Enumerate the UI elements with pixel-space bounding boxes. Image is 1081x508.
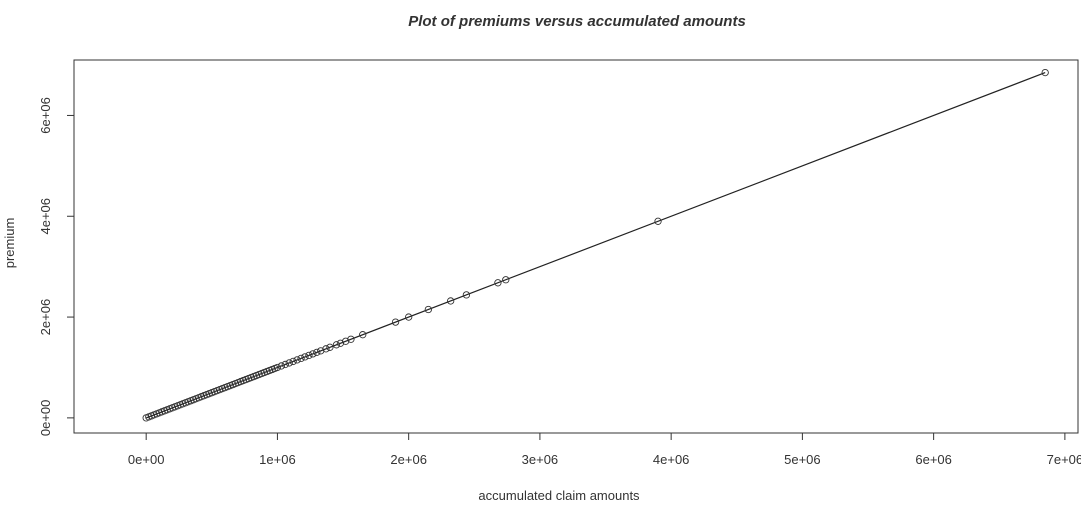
data-point bbox=[301, 353, 309, 361]
data-point bbox=[277, 362, 286, 370]
fitted-line bbox=[145, 72, 1046, 419]
x-tick-label: 7e+06 bbox=[1047, 452, 1081, 467]
fitted-line-layer bbox=[145, 72, 1046, 419]
data-point bbox=[297, 354, 305, 363]
data-point bbox=[494, 279, 502, 287]
y-axis: 0e+00 2e+06 4e+06 6e+06 bbox=[38, 97, 74, 436]
data-point bbox=[289, 357, 297, 366]
x-tick-label: 3e+06 bbox=[522, 452, 559, 467]
data-point bbox=[405, 313, 413, 321]
y-tick-label: 6e+06 bbox=[38, 97, 53, 134]
x-tick-label: 2e+06 bbox=[390, 452, 427, 467]
x-tick-label: 0e+00 bbox=[128, 452, 165, 467]
data-point bbox=[305, 351, 313, 360]
y-tick-label: 2e+06 bbox=[38, 299, 53, 336]
data-points-layer bbox=[142, 68, 1049, 422]
data-point bbox=[347, 335, 355, 343]
data-point bbox=[654, 217, 662, 225]
y-tick-label: 4e+06 bbox=[38, 198, 53, 235]
data-point bbox=[502, 276, 510, 284]
x-axis-label: accumulated claim amounts bbox=[478, 488, 640, 503]
data-point bbox=[391, 318, 400, 326]
x-tick-label: 4e+06 bbox=[653, 452, 690, 467]
x-axis: 0e+00 1e+06 2e+06 3e+06 4e+06 5e+06 6e+06 7e+06 bbox=[128, 433, 1081, 467]
data-point bbox=[462, 291, 471, 299]
y-tick-label: 0e+00 bbox=[38, 400, 53, 437]
y-axis-label: premium bbox=[2, 218, 17, 269]
x-tick-label: 1e+06 bbox=[259, 452, 296, 467]
data-point bbox=[332, 341, 341, 349]
chart-title: Plot of premiums versus accumulated amou… bbox=[408, 13, 746, 30]
data-point bbox=[322, 345, 330, 353]
data-point bbox=[273, 363, 282, 372]
data-point bbox=[424, 305, 433, 314]
data-point bbox=[281, 360, 289, 369]
data-point bbox=[309, 350, 317, 358]
data-point bbox=[293, 356, 301, 364]
data-point bbox=[447, 297, 455, 305]
data-point bbox=[336, 339, 345, 347]
data-point bbox=[313, 348, 321, 357]
x-tick-label: 6e+06 bbox=[915, 452, 952, 467]
data-point bbox=[285, 359, 293, 367]
data-point bbox=[359, 331, 367, 339]
data-point bbox=[317, 347, 325, 355]
x-tick-label: 5e+06 bbox=[784, 452, 821, 467]
plot-frame bbox=[73, 59, 1079, 434]
data-point bbox=[1041, 68, 1049, 77]
data-point bbox=[326, 343, 334, 351]
data-point bbox=[342, 337, 350, 345]
